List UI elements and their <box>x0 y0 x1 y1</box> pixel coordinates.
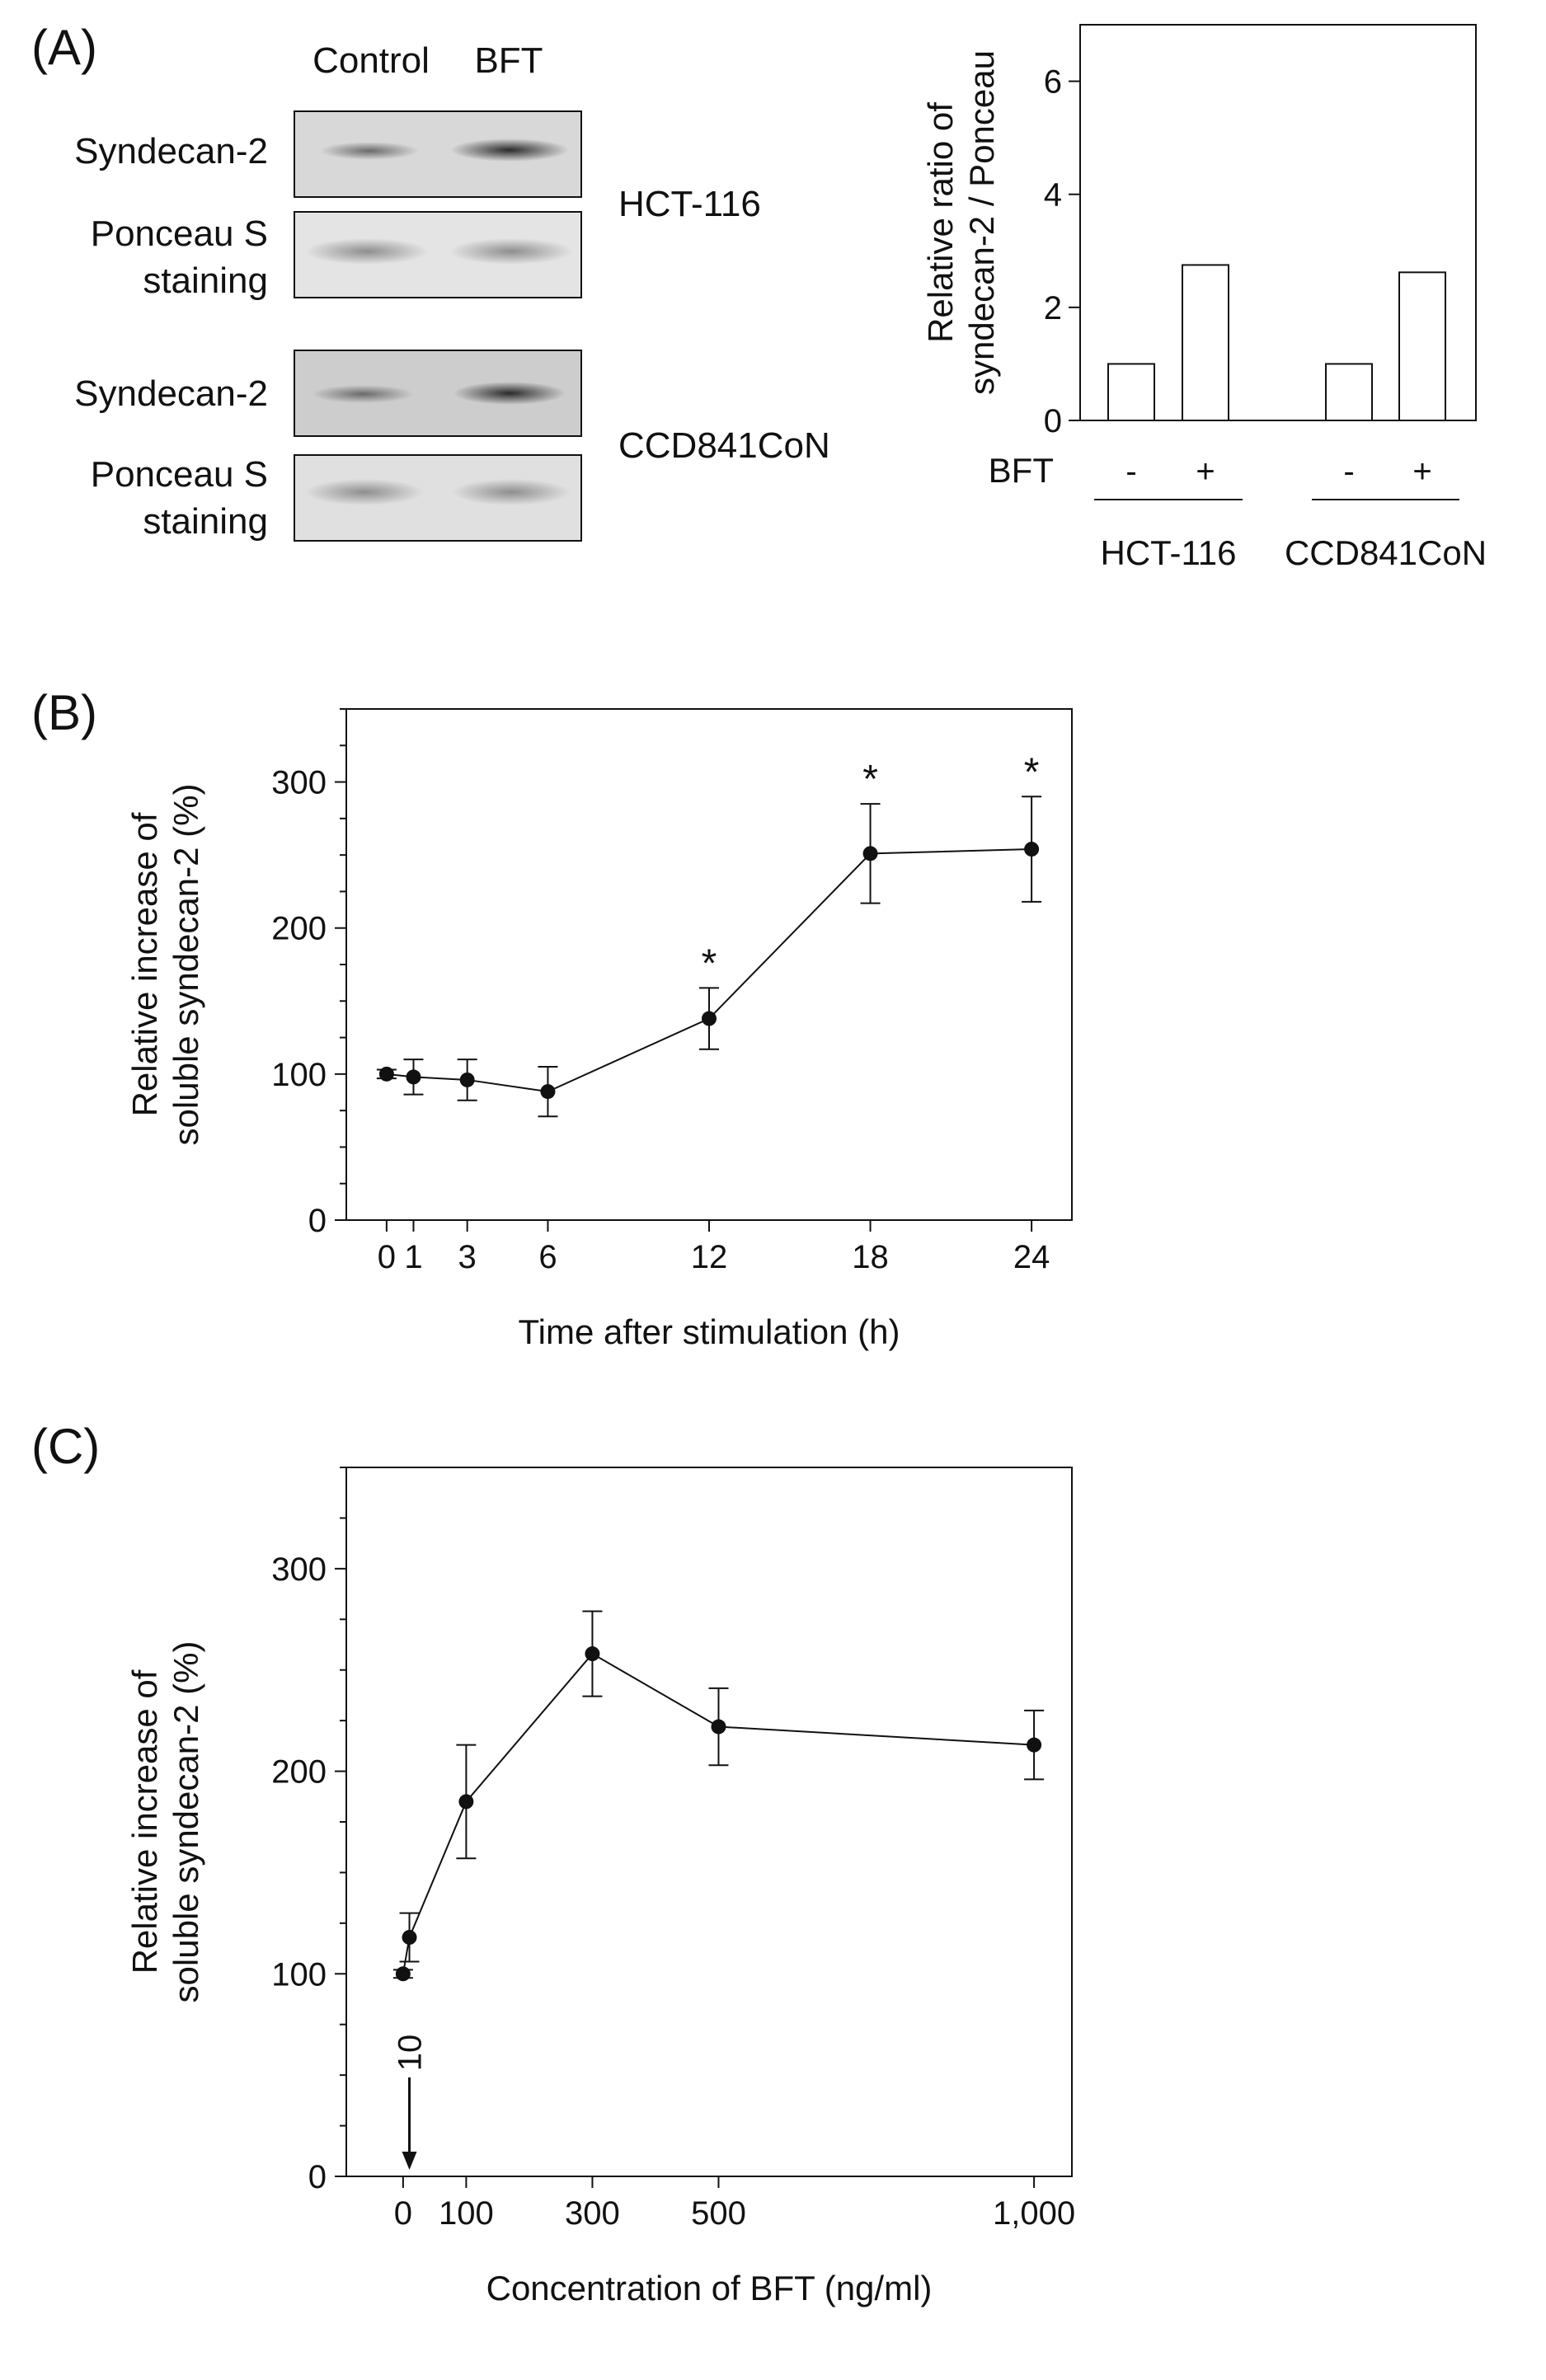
data-point-0 <box>378 1066 394 1082</box>
y-axis-title-line-2: soluble syndecan-2 (%) <box>167 784 205 1146</box>
y-tick-label-300: 300 <box>271 1551 327 1588</box>
blot-cell-line-ccd841con: CCD841CoN <box>618 425 830 466</box>
plot-frame <box>345 1467 1073 2177</box>
data-point-5 <box>862 846 878 861</box>
data-point-3 <box>585 1646 600 1662</box>
y-tick-label-100: 100 <box>271 1057 327 1093</box>
panel-b-label: (B) <box>31 685 97 740</box>
group-label-hct-116: HCT-116 <box>1101 533 1237 572</box>
bft-sign-hct-116-0: - <box>1125 453 1136 490</box>
data-point-2 <box>458 1794 474 1810</box>
significance-marker-5: * <box>862 758 878 801</box>
y-tick-label-6: 6 <box>1044 64 1062 101</box>
y-axis-title-line-2: syndecan-2 / Ponceau <box>962 50 1001 395</box>
y-axis-title-line-2: soluble syndecan-2 (%) <box>167 1641 205 2003</box>
band-hct116-ponceau-bft <box>449 238 573 265</box>
band-ccd841con-syndecan2-control <box>312 385 414 403</box>
data-point-2 <box>459 1072 475 1087</box>
row-label-hct116-ponceau-1: Ponceau S <box>91 214 268 254</box>
y-tick-label-200: 200 <box>271 911 327 947</box>
column-label-control: Control <box>312 40 430 81</box>
row-label-hct116-ponceau-2: staining <box>143 261 268 301</box>
band-hct116-syndecan2-control <box>320 142 419 160</box>
bar-hct-116-minus <box>1107 363 1155 421</box>
data-point-5 <box>1027 1737 1042 1753</box>
y-tick-label-2: 2 <box>1044 290 1062 326</box>
panel-c-label: (C) <box>31 1419 100 1474</box>
row-label-ccd841con-ponceau-1: Ponceau S <box>91 454 268 495</box>
x-tick-label-3: 3 <box>458 1239 477 1275</box>
band-ccd841con-syndecan2-bft <box>453 382 566 405</box>
blot-hct116-syndecan2 <box>294 110 582 198</box>
data-point-3 <box>540 1084 556 1100</box>
panel-a-label: (A) <box>31 20 97 75</box>
y-tick-label-100: 100 <box>271 1956 327 1993</box>
band-ccd841con-ponceau-bft <box>452 479 571 505</box>
y-tick-label-0: 0 <box>308 1203 327 1239</box>
significance-marker-4: * <box>702 941 717 985</box>
y-tick-label-0: 0 <box>1044 403 1062 439</box>
x-tick-label-0: 0 <box>378 1239 396 1275</box>
x-tick-label-500: 500 <box>691 2195 746 2232</box>
x-axis-title: Time after stimulation (h) <box>519 1312 900 1351</box>
x-tick-label-6: 6 <box>538 1239 557 1275</box>
y-tick-label-200: 200 <box>271 1754 327 1791</box>
data-point-0 <box>395 1966 411 1982</box>
data-point-1 <box>402 1930 417 1946</box>
bft-sign-ccd841con-0: - <box>1343 453 1354 490</box>
x-tick-label-300: 300 <box>565 2195 620 2232</box>
x-tick-label-1000: 1,000 <box>993 2195 1075 2232</box>
annotation-arrow-head <box>402 2152 417 2170</box>
plot-frame <box>1079 24 1477 421</box>
bar-chart-panel-a: 0 2 4 6 - + HCT-116 - + CCD841CoN BFT Relative rati… <box>921 24 1487 572</box>
blot-ccd841con-syndecan2 <box>294 350 582 437</box>
y-axis-title-line-1: Relative increase of <box>125 812 164 1116</box>
row-label-ccd841con-syndecan2: Syndecan-2 <box>74 373 268 414</box>
data-point-1 <box>406 1069 421 1085</box>
bft-sign-ccd841con-1: + <box>1412 453 1431 490</box>
bar-hct-116-plus <box>1182 264 1229 421</box>
blot-cell-line-hct116: HCT-116 <box>618 184 761 224</box>
bar-ccd841con-minus <box>1325 363 1373 421</box>
factor-label-bft: BFT <box>989 451 1054 490</box>
y-tick-label-0: 0 <box>308 2159 327 2195</box>
annotation-label: 10 <box>392 2035 429 2072</box>
x-tick-label-0: 0 <box>394 2195 412 2232</box>
blot-hct116-ponceau <box>294 211 582 298</box>
band-hct116-ponceau-control <box>305 238 429 265</box>
y-tick-label-300: 300 <box>271 765 327 801</box>
bft-sign-hct-116-1: + <box>1196 453 1215 490</box>
line-chart-panel-c: 0 100 200 300 0 100 300 500 1,000 Concentration o… <box>125 1467 1075 2307</box>
y-axis-title-line-1: Relative ratio of <box>921 102 960 343</box>
row-label-ccd841con-ponceau-2: staining <box>143 501 268 542</box>
blot-ccd841con-ponceau <box>294 454 582 542</box>
significance-marker-6: * <box>1024 750 1040 794</box>
band-hct116-syndecan2-bft <box>450 138 569 162</box>
data-point-4 <box>702 1011 717 1026</box>
band-ccd841con-ponceau-control <box>305 479 424 505</box>
data-point-4 <box>711 1719 726 1735</box>
row-label-hct116-syndecan2: Syndecan-2 <box>74 131 268 171</box>
x-tick-label-12: 12 <box>691 1239 728 1275</box>
x-tick-label-1: 1 <box>404 1239 422 1275</box>
data-point-6 <box>1024 842 1040 857</box>
x-tick-label-18: 18 <box>852 1239 889 1275</box>
group-label-ccd841con: CCD841CoN <box>1285 533 1487 572</box>
column-label-bft: BFT <box>474 40 543 81</box>
y-tick-label-4: 4 <box>1044 177 1062 214</box>
x-tick-label-24: 24 <box>1013 1239 1050 1275</box>
bar-ccd841con-plus <box>1398 271 1446 422</box>
y-axis-title-line-1: Relative increase of <box>125 1669 164 1974</box>
x-axis-title: Concentration of BFT (ng/ml) <box>486 2269 933 2307</box>
x-tick-label-100: 100 <box>439 2195 494 2232</box>
